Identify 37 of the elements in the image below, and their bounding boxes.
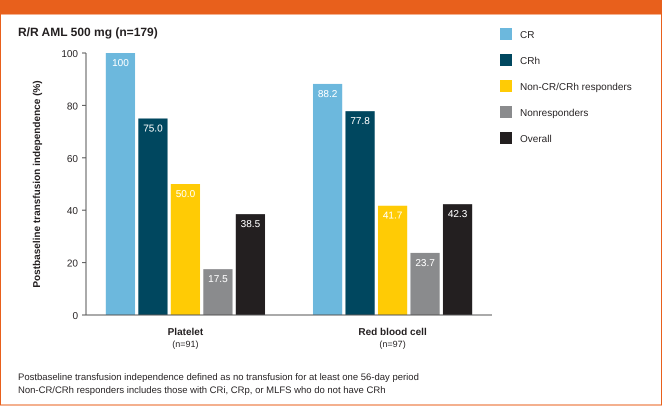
x-tick-label: Platelet (n=91) [168,327,204,349]
text: Postbaseline transfusion independence defined as no transfusion for at least one 56-day period [18,372,419,383]
y-tick-label: 40 [66,206,78,218]
data-label: 38.5 [240,219,261,230]
data-label: 17.5 [208,274,228,286]
y-tick-label: 80 [66,101,78,112]
legend-label: Non-CR/CRh responders [520,82,632,93]
legend-label: CRh [520,56,540,67]
data-label: 23.7 [415,258,436,269]
bar [312,84,342,315]
bar [410,252,440,315]
data-label: 77.8 [350,116,370,128]
legend-label: Nonresponders [520,108,588,119]
bar [203,269,233,315]
data-label: 88.2 [318,88,338,100]
data-label: 100 [112,58,130,69]
text: Non-CR/CRh responders includes those with CRi, CRp, or MLFS who do not have CRh [18,385,386,396]
y-tick-label: 60 [66,154,78,165]
x-tick-label: Red blood cell (n=97) [358,327,427,349]
data-label: 50.0 [176,189,196,200]
y-tick-label: 100 [61,49,78,60]
bar [378,206,408,315]
chart-title: R/R AML 500 mg (n=179) [18,25,158,39]
bar [106,53,136,315]
bar [236,214,266,315]
y-axis-title: Postbaseline transfusion independence (%) [32,80,43,288]
data-label: 75.0 [143,124,164,134]
legend-label: Overall [520,134,552,145]
data-label: 42.3 [448,209,468,220]
bar [138,118,168,315]
bar [345,111,375,315]
bar [442,204,472,315]
bar [170,184,200,315]
legend-label: CR [520,30,534,41]
y-tick-label: 20 [66,258,78,270]
y-tick-label: 0 [72,311,78,322]
data-label: 41.7 [382,210,403,222]
